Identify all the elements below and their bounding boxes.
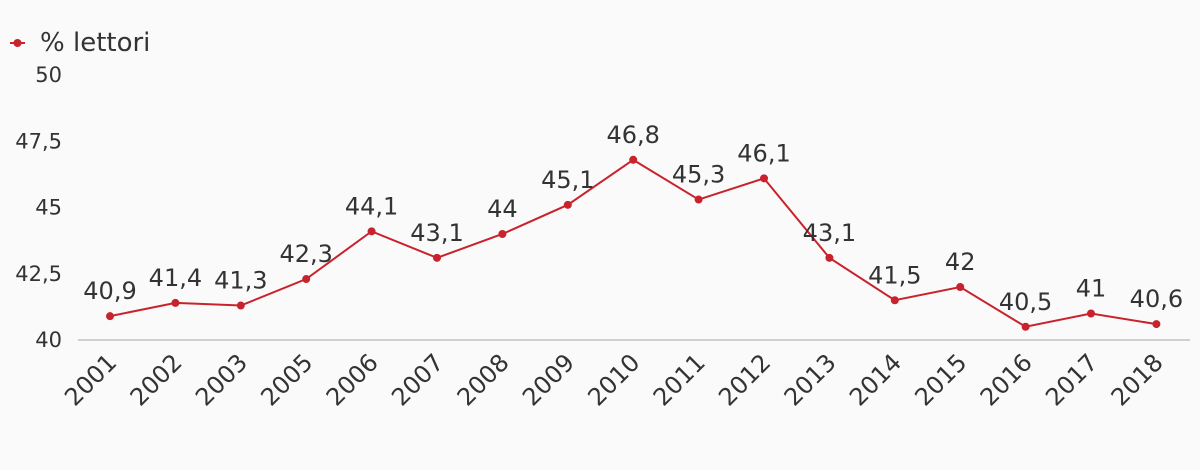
data-label: 40,5 xyxy=(999,288,1052,316)
data-label: 41,3 xyxy=(214,267,267,295)
data-label: 41 xyxy=(1076,275,1107,303)
x-tick-label: 2017 xyxy=(1040,348,1103,411)
data-label: 40,9 xyxy=(83,277,136,305)
data-label: 42 xyxy=(945,248,976,276)
data-point xyxy=(629,155,638,164)
x-tick-label: 2015 xyxy=(909,348,972,411)
data-point xyxy=(498,230,507,238)
y-tick-label: 42,5 xyxy=(15,262,62,286)
data-label: 43,1 xyxy=(803,219,856,247)
data-label: 42,3 xyxy=(279,240,332,268)
y-axis: 40 42,5 45 47,5 50 xyxy=(15,63,62,352)
data-point xyxy=(302,275,311,284)
data-point xyxy=(171,298,180,307)
data-point xyxy=(106,312,114,321)
series-layer: 40,9 41,4 41,3 42,3 44,1 43,1 44 45,1 46,8 45,3 46… xyxy=(83,121,1183,331)
x-tick-label: 2003 xyxy=(190,348,253,411)
y-tick-label: 47,5 xyxy=(15,129,62,153)
x-tick-label: 2018 xyxy=(1106,348,1169,411)
data-label: 41,4 xyxy=(149,264,202,292)
x-tick-label: 2016 xyxy=(975,348,1038,411)
x-tick-label: 2005 xyxy=(255,348,318,411)
y-tick-label: 40 xyxy=(35,328,62,352)
y-tick-label: 50 xyxy=(35,63,62,87)
x-tick-label: 2001 xyxy=(59,348,122,411)
data-point xyxy=(367,227,376,236)
data-point xyxy=(236,301,245,310)
x-tick-label: 2010 xyxy=(582,348,645,411)
x-axis: 2001 2002 2003 2005 2006 2007 2008 2009 2010 2011… xyxy=(59,348,1168,411)
data-point xyxy=(760,174,768,183)
data-point xyxy=(563,200,572,209)
data-point xyxy=(694,195,703,204)
data-label: 44,1 xyxy=(345,192,398,220)
x-tick-label: 2006 xyxy=(321,348,384,411)
data-point xyxy=(1087,309,1095,318)
data-label: 41,5 xyxy=(868,261,921,289)
data-point xyxy=(956,283,965,291)
data-point xyxy=(1021,322,1030,331)
data-point xyxy=(825,253,834,262)
data-label: 43,1 xyxy=(410,219,463,247)
data-label: 46,8 xyxy=(606,121,659,149)
data-label: 40,6 xyxy=(1130,285,1183,313)
y-tick-label: 45 xyxy=(35,196,62,220)
x-tick-label: 2009 xyxy=(517,348,580,411)
x-tick-label: 2008 xyxy=(452,348,515,411)
data-label: 44 xyxy=(487,195,518,223)
x-tick-label: 2011 xyxy=(648,348,711,411)
legend-label: % lettori xyxy=(40,28,150,58)
data-point xyxy=(433,253,441,262)
x-tick-label: 2002 xyxy=(125,348,188,411)
x-tick-label: 2013 xyxy=(779,348,842,411)
data-point xyxy=(1152,320,1161,329)
legend: % lettori xyxy=(10,28,150,58)
data-point xyxy=(890,296,899,305)
data-label: 46,1 xyxy=(737,139,790,167)
data-label: 45,3 xyxy=(672,161,725,189)
x-tick-label: 2012 xyxy=(713,348,776,411)
x-tick-label: 2007 xyxy=(386,348,449,411)
legend-dot-marker xyxy=(13,39,22,47)
data-label: 45,1 xyxy=(541,166,594,194)
x-tick-label: 2014 xyxy=(844,348,907,411)
